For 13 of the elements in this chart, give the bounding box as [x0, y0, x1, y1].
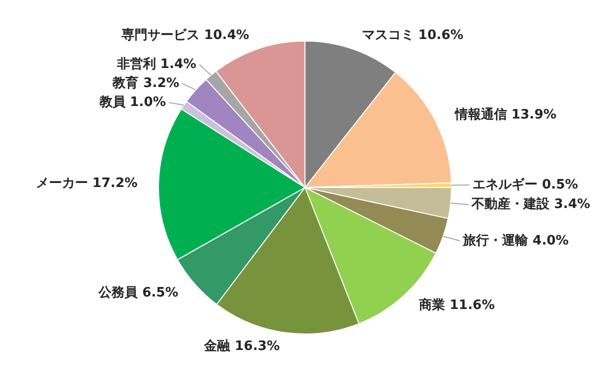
slice-label: 不動産・建設 3.4% [470, 196, 590, 212]
slice-label: メーカー 17.2% [36, 176, 138, 191]
slice-label: 情報通信 13.9% [454, 106, 556, 122]
slice-label: マスコミ 10.6% [362, 28, 464, 44]
slice-label: 商業 11.6% [418, 297, 495, 314]
slice-label: 専門サービス 10.4% [120, 26, 250, 43]
slice-label: 教員 1.0% [98, 94, 166, 110]
slice-label: 公務員 6.5% [98, 286, 178, 301]
slice-label: 旅行・運輸 4.0% [462, 232, 569, 248]
slice-label: 教育 3.2% [112, 74, 180, 91]
slice-label: 非営利 1.4% [116, 56, 196, 72]
slice-label: エネルギー 0.5% [472, 177, 578, 192]
slice-label: 金融 16.3% [203, 338, 280, 354]
